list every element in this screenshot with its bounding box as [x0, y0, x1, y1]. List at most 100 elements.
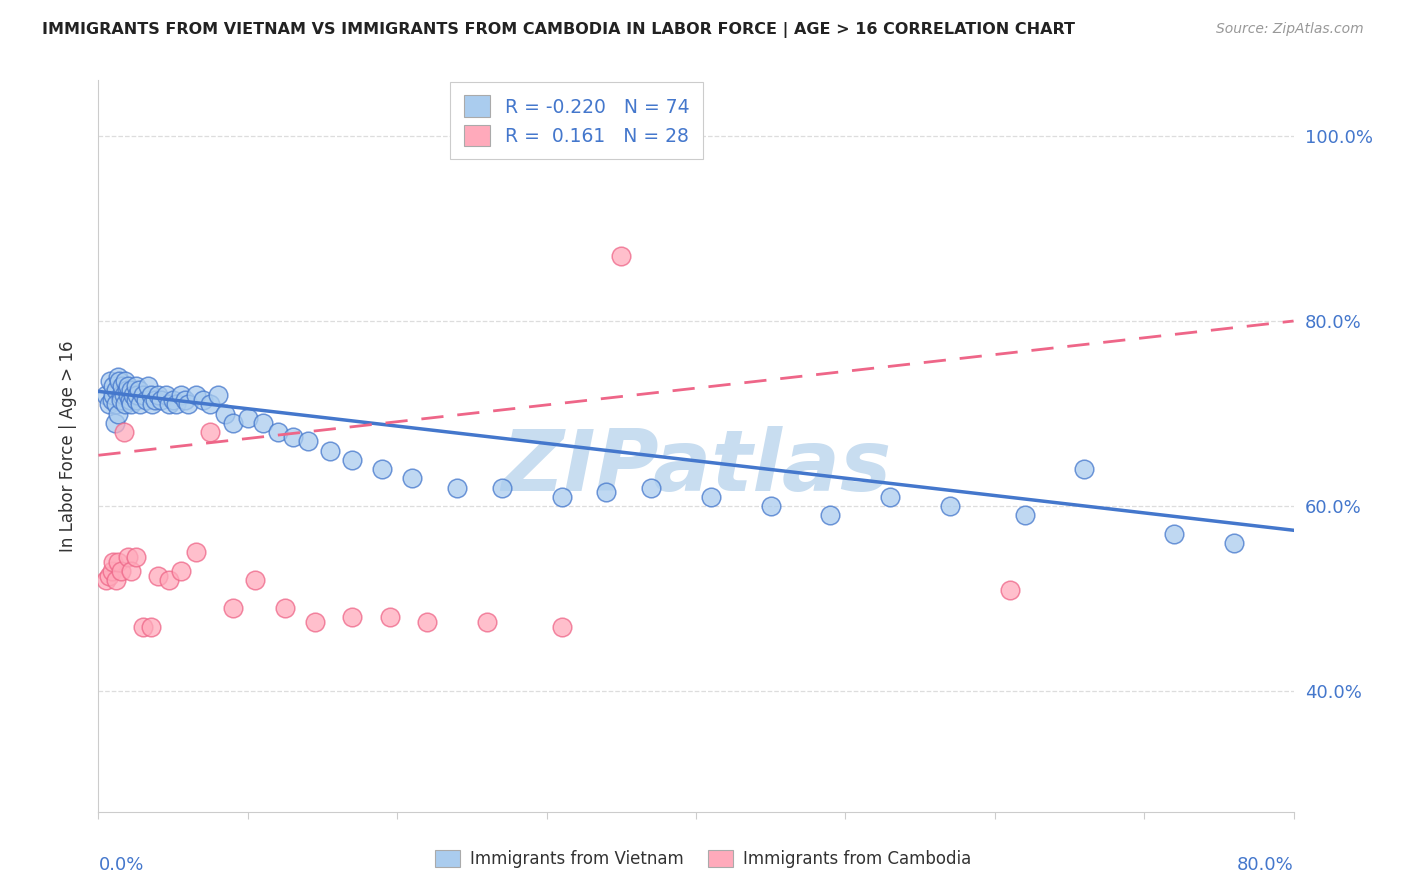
- Point: [141, 397, 163, 411]
- Point: [107, 369, 129, 384]
- Point: [114, 374, 136, 388]
- Point: [759, 499, 782, 513]
- Point: [120, 564, 142, 578]
- Point: [110, 392, 132, 407]
- Point: [640, 481, 662, 495]
- Point: [297, 434, 319, 449]
- Point: [97, 397, 120, 411]
- Point: [135, 392, 157, 407]
- Point: [132, 388, 155, 402]
- Point: [378, 610, 401, 624]
- Y-axis label: In Labor Force | Age > 16: In Labor Force | Age > 16: [59, 340, 77, 552]
- Point: [125, 550, 148, 565]
- Point: [1014, 508, 1036, 523]
- Point: [148, 388, 170, 402]
- Point: [103, 388, 125, 402]
- Point: [157, 397, 180, 411]
- Point: [274, 601, 297, 615]
- Point: [998, 582, 1021, 597]
- Text: Source: ZipAtlas.com: Source: ZipAtlas.com: [1216, 22, 1364, 37]
- Point: [184, 388, 207, 402]
- Text: 0.0%: 0.0%: [98, 856, 143, 874]
- Point: [475, 615, 498, 629]
- Point: [117, 388, 139, 402]
- Point: [1073, 462, 1095, 476]
- Point: [157, 574, 180, 588]
- Point: [121, 388, 143, 402]
- Point: [105, 384, 128, 398]
- Point: [446, 481, 468, 495]
- Point: [177, 397, 200, 411]
- Point: [110, 564, 132, 578]
- Point: [550, 490, 572, 504]
- Point: [98, 374, 122, 388]
- Point: [118, 392, 141, 407]
- Point: [120, 384, 142, 398]
- Legend: Immigrants from Vietnam, Immigrants from Cambodia: Immigrants from Vietnam, Immigrants from…: [427, 843, 979, 875]
- Point: [879, 490, 901, 504]
- Point: [155, 388, 177, 402]
- Point: [104, 416, 127, 430]
- Text: IMMIGRANTS FROM VIETNAM VS IMMIGRANTS FROM CAMBODIA IN LABOR FORCE | AGE > 16 CO: IMMIGRANTS FROM VIETNAM VS IMMIGRANTS FR…: [42, 22, 1076, 38]
- Point: [939, 499, 962, 513]
- Point: [136, 379, 159, 393]
- Point: [342, 453, 364, 467]
- Point: [103, 379, 125, 393]
- Point: [127, 388, 149, 402]
- Point: [107, 555, 129, 569]
- Point: [214, 407, 236, 421]
- Point: [148, 568, 170, 582]
- Point: [165, 397, 187, 411]
- Point: [114, 397, 136, 411]
- Point: [491, 481, 513, 495]
- Point: [207, 388, 229, 402]
- Point: [105, 397, 128, 411]
- Point: [304, 615, 326, 629]
- Point: [111, 379, 134, 393]
- Point: [550, 619, 572, 633]
- Point: [125, 379, 148, 393]
- Point: [107, 407, 129, 421]
- Point: [101, 564, 124, 578]
- Point: [128, 384, 150, 398]
- Point: [191, 392, 214, 407]
- Point: [184, 545, 207, 559]
- Point: [200, 397, 222, 411]
- Point: [281, 430, 304, 444]
- Point: [174, 392, 197, 407]
- Point: [342, 610, 364, 624]
- Legend: R = -0.220   N = 74, R =  0.161   N = 28: R = -0.220 N = 74, R = 0.161 N = 28: [450, 82, 703, 160]
- Point: [371, 462, 394, 476]
- Point: [162, 392, 184, 407]
- Point: [401, 471, 423, 485]
- Point: [1223, 536, 1246, 550]
- Point: [267, 425, 290, 439]
- Point: [105, 574, 128, 588]
- Point: [97, 568, 120, 582]
- Point: [820, 508, 842, 523]
- Point: [700, 490, 723, 504]
- Point: [245, 574, 267, 588]
- Point: [112, 388, 135, 402]
- Point: [252, 416, 274, 430]
- Point: [94, 574, 117, 588]
- Point: [108, 374, 131, 388]
- Point: [101, 392, 124, 407]
- Point: [236, 411, 259, 425]
- Point: [222, 601, 245, 615]
- Point: [125, 392, 148, 407]
- Point: [1163, 527, 1185, 541]
- Point: [110, 388, 132, 402]
- Point: [143, 392, 166, 407]
- Point: [115, 384, 138, 398]
- Point: [117, 550, 139, 565]
- Point: [132, 619, 155, 633]
- Point: [139, 619, 162, 633]
- Point: [222, 416, 245, 430]
- Point: [169, 564, 191, 578]
- Point: [610, 249, 633, 263]
- Point: [595, 485, 617, 500]
- Point: [94, 388, 117, 402]
- Point: [120, 397, 142, 411]
- Point: [319, 443, 342, 458]
